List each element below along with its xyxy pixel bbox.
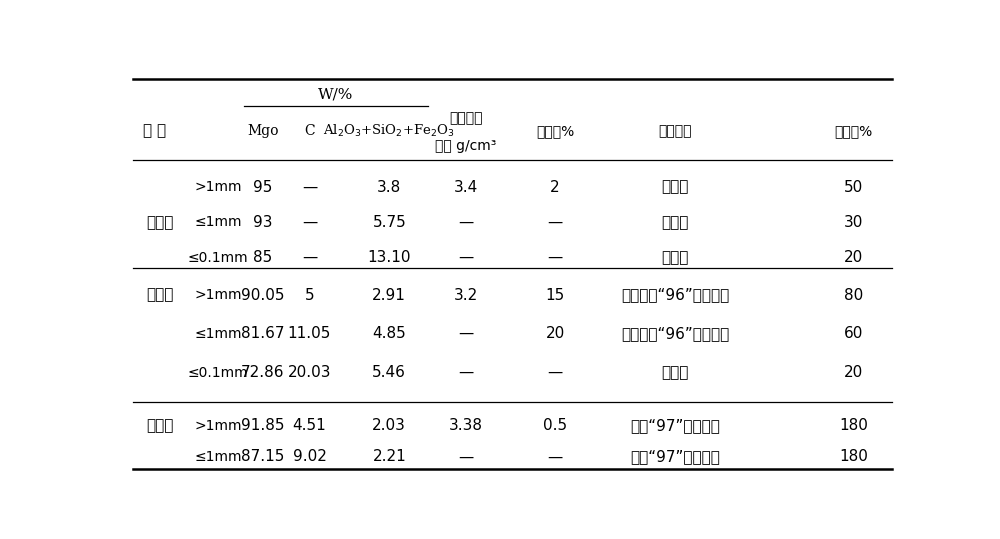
- Text: 替代“97”电燺镁砂: 替代“97”电燺镁砂: [630, 418, 720, 433]
- Text: —: —: [302, 215, 317, 230]
- Text: 部分替代“96”电燺镁砂: 部分替代“96”电燺镁砂: [621, 287, 729, 302]
- Text: —: —: [458, 250, 474, 265]
- Text: 20: 20: [546, 326, 565, 341]
- Text: >1mm: >1mm: [194, 180, 242, 194]
- Text: >1mm: >1mm: [194, 419, 242, 433]
- Text: —: —: [458, 365, 474, 380]
- Text: 本发明: 本发明: [147, 418, 174, 433]
- Text: 3.38: 3.38: [449, 418, 483, 433]
- Text: ≤1mm: ≤1mm: [194, 216, 242, 230]
- Text: >1mm: >1mm: [194, 288, 242, 302]
- Text: 5: 5: [305, 287, 314, 302]
- Text: 密度 g/cm³: 密度 g/cm³: [435, 139, 497, 153]
- Text: 60: 60: [844, 326, 863, 341]
- Text: ≤0.1mm: ≤0.1mm: [188, 365, 248, 379]
- Text: 180: 180: [839, 418, 868, 433]
- Text: —: —: [302, 179, 317, 195]
- Text: ≤0.1mm: ≤0.1mm: [188, 251, 248, 265]
- Text: 2: 2: [550, 179, 560, 195]
- Text: —: —: [302, 250, 317, 265]
- Text: 90.05: 90.05: [241, 287, 285, 302]
- Text: 2.91: 2.91: [372, 287, 406, 302]
- Text: 180: 180: [839, 450, 868, 465]
- Text: 93: 93: [253, 215, 273, 230]
- Text: —: —: [458, 326, 474, 341]
- Text: 87.15: 87.15: [241, 450, 285, 465]
- Text: 13.10: 13.10: [368, 250, 411, 265]
- Text: 5.75: 5.75: [372, 215, 406, 230]
- Text: ≤1mm: ≤1mm: [194, 450, 242, 464]
- Text: 50: 50: [844, 179, 863, 195]
- Text: 利用档次: 利用档次: [658, 124, 692, 138]
- Text: 11.05: 11.05: [288, 326, 331, 341]
- Text: 假颗粒%: 假颗粒%: [536, 124, 574, 138]
- Text: W/%: W/%: [318, 87, 353, 101]
- Text: 4.51: 4.51: [293, 418, 326, 433]
- Text: 20: 20: [844, 365, 863, 380]
- Text: 95: 95: [253, 179, 273, 195]
- Text: 20: 20: [844, 250, 863, 265]
- Text: 3.2: 3.2: [454, 287, 478, 302]
- Text: ≤1mm: ≤1mm: [194, 327, 242, 341]
- Text: —: —: [548, 250, 563, 265]
- Text: —: —: [458, 215, 474, 230]
- Text: 降　级: 降 级: [662, 215, 689, 230]
- Text: Al$_2$O$_3$+SiO$_2$+Fe$_2$O$_3$: Al$_2$O$_3$+SiO$_2$+Fe$_2$O$_3$: [323, 123, 455, 139]
- Text: —: —: [548, 365, 563, 380]
- Text: —: —: [458, 450, 474, 465]
- Text: 颗粒体积: 颗粒体积: [449, 112, 483, 126]
- Text: 4.85: 4.85: [372, 326, 406, 341]
- Text: 降　级: 降 级: [662, 250, 689, 265]
- Text: 80: 80: [844, 287, 863, 302]
- Text: 85: 85: [253, 250, 273, 265]
- Text: 2.03: 2.03: [372, 418, 406, 433]
- Text: 5.46: 5.46: [372, 365, 406, 380]
- Text: Mgo: Mgo: [247, 124, 279, 138]
- Text: —: —: [548, 215, 563, 230]
- Text: 9.02: 9.02: [293, 450, 326, 465]
- Text: C: C: [304, 124, 315, 138]
- Text: 20.03: 20.03: [288, 365, 331, 380]
- Text: 部分替代“96”电燺镁砂: 部分替代“96”电燺镁砂: [621, 326, 729, 341]
- Text: 项 目: 项 目: [143, 123, 166, 139]
- Text: 81.67: 81.67: [241, 326, 285, 341]
- Text: 0.5: 0.5: [543, 418, 567, 433]
- Text: 附加值%: 附加值%: [834, 124, 873, 138]
- Text: 91.85: 91.85: [241, 418, 285, 433]
- Text: 烧失法: 烧失法: [147, 215, 174, 230]
- Text: 3.4: 3.4: [454, 179, 478, 195]
- Text: 30: 30: [844, 215, 863, 230]
- Text: 72.86: 72.86: [241, 365, 285, 380]
- Text: 2.21: 2.21: [372, 450, 406, 465]
- Text: —: —: [548, 450, 563, 465]
- Text: 15: 15: [546, 287, 565, 302]
- Text: 免烧法: 免烧法: [147, 287, 174, 302]
- Text: 3.8: 3.8: [377, 179, 401, 195]
- Text: 降　级: 降 级: [662, 365, 689, 380]
- Text: 降　级: 降 级: [662, 179, 689, 195]
- Text: 替代“97”电燺镁砂: 替代“97”电燺镁砂: [630, 450, 720, 465]
